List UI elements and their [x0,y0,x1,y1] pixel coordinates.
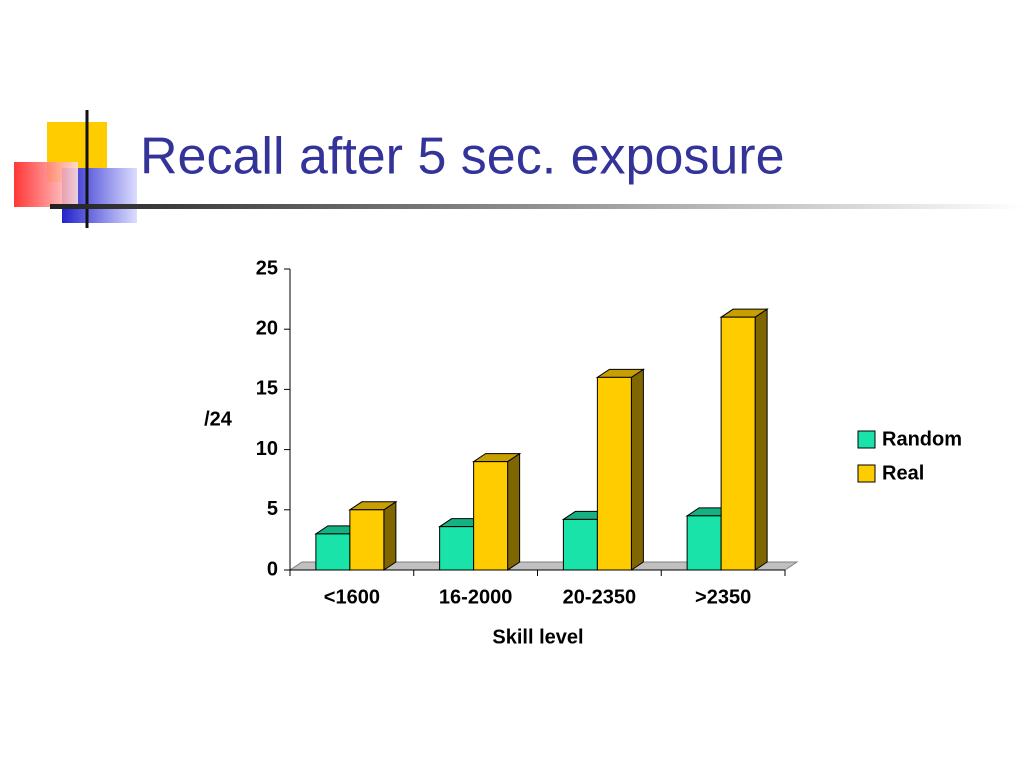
x-tick-label: 16-2000 [439,586,512,608]
bar-side [507,452,521,571]
bar [720,316,756,571]
x-tick-label: 20-2350 [563,586,636,608]
y-tick-label: 5 [267,498,278,520]
bar-side [754,308,768,571]
y-tick-label: 0 [267,558,278,580]
x-axis-label: Skill level [492,626,583,648]
legend-swatch [857,430,876,449]
y-tick-label: 10 [256,438,278,460]
bar [562,518,598,571]
x-tick-label: >2350 [695,586,751,608]
legend-label: Random [882,428,962,450]
y-tick-label: 25 [256,257,278,279]
bar-side [630,368,644,571]
title: Recall after 5 sec. exposure [140,128,785,186]
bar [473,461,509,571]
decoration [14,110,1024,228]
bar [686,515,722,571]
bar-side [383,500,397,571]
bar [439,526,475,571]
bar [596,376,632,571]
x-tick-label: <1600 [324,586,380,608]
y-tick-label: 20 [256,317,278,339]
y-axis-label: /24 [204,408,233,430]
legend-swatch [857,464,876,483]
y-tick-label: 15 [256,378,278,400]
bar [315,533,351,571]
bar [349,509,385,571]
legend-label: Real [882,462,924,484]
